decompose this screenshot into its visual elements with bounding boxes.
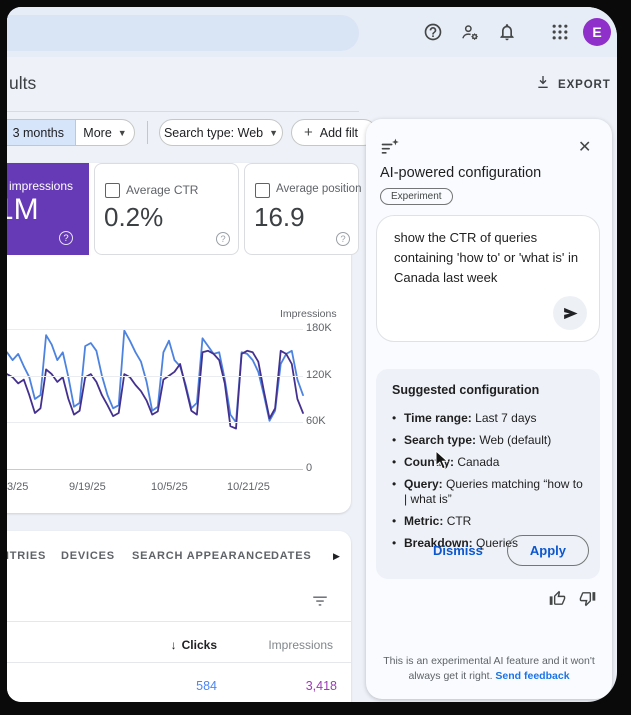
search-type-label: Search type: Web: [163, 125, 264, 140]
suggested-configuration-box: Suggested configuration • Time range: Las…: [376, 369, 600, 579]
tabs-overflow-arrow-icon[interactable]: ▶: [333, 551, 340, 561]
tab-dates[interactable]: DATES: [271, 550, 312, 562]
close-icon[interactable]: ✕: [578, 139, 592, 156]
list-item: • Time range: Last 7 days: [392, 411, 537, 425]
y-tick-label: 120K: [306, 368, 332, 381]
ai-disclaimer: This is an experimental AI feature and i…: [379, 654, 599, 684]
ai-panel-title: AI-powered configuration: [380, 165, 542, 181]
chevron-down-icon: ▼: [269, 127, 279, 138]
table-cell-impressions: 3,418: [305, 679, 337, 693]
impressions-tile-label: impressions: [9, 179, 74, 193]
y-tick-label: 180K: [306, 322, 332, 334]
notifications-bell-icon[interactable]: [497, 22, 517, 42]
thumbs-down-icon[interactable]: [579, 590, 596, 607]
average-ctr-value: 0.2%: [104, 202, 164, 232]
ai-configuration-panel: ✕ AI-powered configuration Experiment sh…: [366, 119, 612, 699]
gridline: [7, 422, 303, 424]
top-app-bar: E: [7, 7, 617, 57]
y-tick-label: 60K: [306, 415, 326, 428]
average-ctr-checkbox[interactable]: [105, 183, 120, 198]
table-cell-clicks: 584: [196, 679, 217, 693]
apps-grid-icon[interactable]: [550, 22, 570, 42]
send-feedback-link[interactable]: Send feedback: [495, 670, 570, 682]
table-filter-icon[interactable]: [311, 592, 329, 610]
x-tick-label: 3/25: [7, 481, 29, 493]
help-icon[interactable]: [423, 22, 443, 42]
thumbs-up-icon[interactable]: [549, 590, 566, 607]
apply-button[interactable]: Apply: [506, 535, 589, 566]
impressions-tile-value: 1M: [7, 193, 39, 226]
list-item: • Query: Queries matching “how to | what …: [392, 477, 583, 506]
series-impressions-previous: [7, 349, 304, 430]
gridline: [7, 375, 303, 377]
average-position-checkbox[interactable]: [255, 183, 270, 198]
help-circle-icon[interactable]: ?: [216, 232, 230, 246]
x-tick-label: 9/19/25: [69, 481, 106, 493]
table-divider: [7, 662, 351, 663]
tab-devices[interactable]: DEVICES: [61, 550, 115, 562]
dismiss-button[interactable]: Dismiss: [433, 543, 483, 558]
average-ctr-label: Average CTR: [126, 183, 199, 197]
export-label: EXPORT: [558, 78, 611, 91]
suggested-configuration-title: Suggested configuration: [392, 383, 540, 397]
app-window: E ults EXPORT 3 months More ▼ Search typ…: [7, 7, 617, 702]
export-button[interactable]: EXPORT: [535, 74, 611, 95]
clicks-header-label: Clicks: [181, 638, 217, 652]
list-item: • Search type: Web (default): [392, 433, 552, 447]
header-divider: [7, 111, 359, 112]
search-type-chip[interactable]: Search type: Web ▼: [159, 119, 283, 146]
more-date-options-chip[interactable]: More ▼: [75, 119, 135, 146]
add-filter-label: Add filt: [319, 125, 358, 140]
plus-icon: +: [304, 124, 313, 141]
date-range-label: 3 months: [12, 125, 64, 140]
dimensions-table-card: [7, 531, 351, 702]
add-filter-chip[interactable]: + Add filt: [291, 119, 377, 146]
x-tick-label: 10/21/25: [227, 481, 270, 493]
page-title: ults: [9, 73, 37, 93]
send-button[interactable]: [553, 296, 587, 330]
ai-tune-sparkle-icon: [380, 137, 400, 157]
more-label: More: [83, 125, 112, 140]
suggested-configuration-list: • Time range: Last 7 days • Search type: W…: [392, 411, 588, 558]
average-position-tile[interactable]: Average position 16.9 ?: [244, 163, 362, 255]
manage-accounts-icon[interactable]: [460, 22, 480, 42]
tab-countries[interactable]: NTRIES: [7, 550, 47, 562]
clicks-column-header[interactable]: ↓ Clicks: [117, 638, 217, 652]
list-item: • Metric: CTR: [392, 514, 472, 528]
tab-search-appearance[interactable]: SEARCH APPEARANCE: [132, 550, 272, 562]
table-divider: [7, 621, 351, 622]
chart-series-svg: [7, 329, 304, 430]
average-position-value: 16.9: [254, 202, 305, 232]
chart-axis-title: Impressions: [280, 308, 337, 320]
account-avatar[interactable]: E: [583, 18, 611, 46]
ai-prompt-text: show the CTR of queries containing 'how …: [394, 230, 579, 285]
help-circle-icon[interactable]: ?: [59, 231, 73, 245]
send-icon: [563, 307, 578, 319]
chevron-down-icon: ▼: [117, 127, 127, 138]
total-impressions-tile[interactable]: impressions 1M ?: [7, 163, 89, 255]
experiment-badge: Experiment: [380, 188, 453, 205]
gridline: [7, 469, 303, 470]
chip-separator: [147, 121, 148, 144]
x-tick-label: 10/5/25: [151, 481, 188, 493]
date-range-chip[interactable]: 3 months: [7, 119, 75, 146]
average-ctr-tile[interactable]: Average CTR 0.2% ?: [94, 163, 239, 255]
search-input[interactable]: [7, 15, 359, 51]
disclaimer-text: This is an experimental AI feature and i…: [383, 655, 595, 682]
gridline: [7, 329, 303, 330]
list-item: • Country: Canada: [392, 455, 500, 469]
series-impressions-current: [7, 329, 304, 424]
sort-down-icon: ↓: [170, 638, 177, 652]
help-circle-icon[interactable]: ?: [336, 232, 350, 246]
line-chart[interactable]: 180K 120K 60K 0: [7, 319, 351, 474]
impressions-column-header[interactable]: Impressions: [268, 638, 333, 652]
download-icon: [535, 74, 551, 95]
ai-prompt-input[interactable]: show the CTR of queries containing 'how …: [376, 215, 600, 342]
y-tick-label: 0: [306, 462, 313, 474]
average-position-label: Average position: [276, 183, 362, 195]
